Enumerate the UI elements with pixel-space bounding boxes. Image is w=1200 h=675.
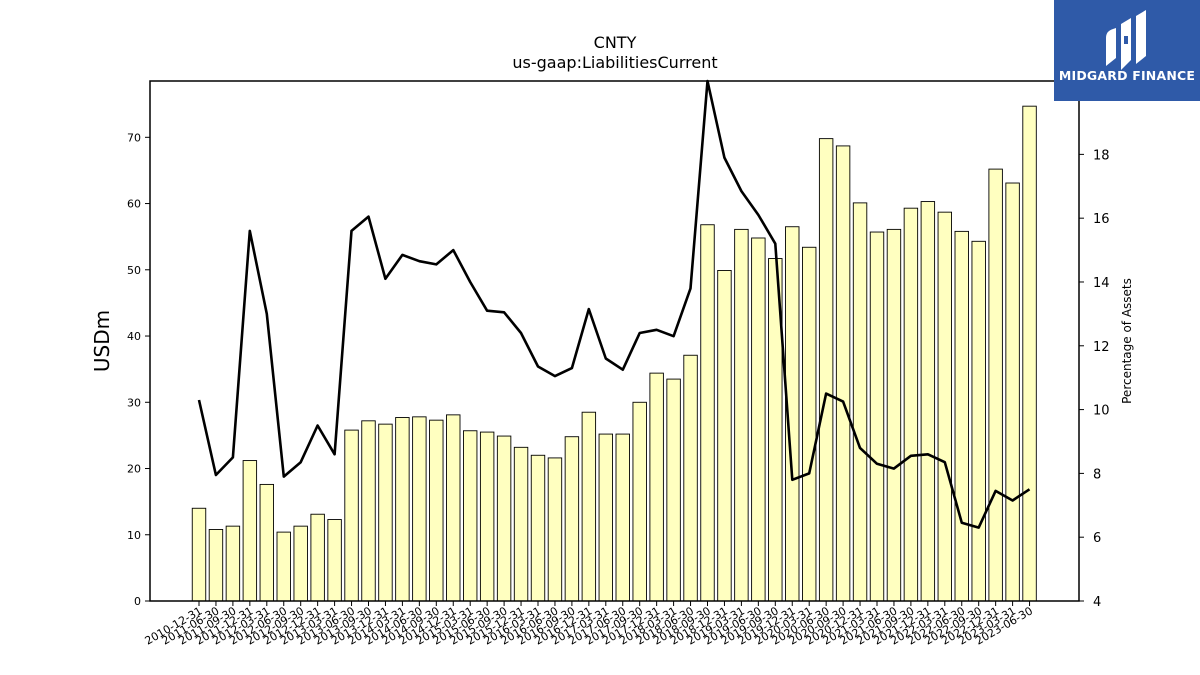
bar [971, 240, 986, 602]
bar [310, 513, 325, 602]
bar [581, 411, 597, 602]
axes: 01020304050607046810121416182010-12-3120… [127, 131, 1110, 647]
y-tick-label: 10 [127, 529, 141, 542]
bar [496, 435, 512, 602]
logo-mark-icon [1106, 10, 1146, 70]
bar [615, 433, 630, 602]
y2-axis-label: Percentage of Assets [1120, 278, 1134, 404]
bar [378, 423, 393, 602]
bar [547, 457, 563, 602]
bar [446, 414, 461, 602]
y-tick-label: 40 [127, 330, 141, 343]
bar [208, 529, 224, 602]
bar [1022, 105, 1037, 602]
y-tick-label: 50 [127, 264, 141, 277]
bar [920, 201, 936, 602]
bar [463, 430, 478, 602]
bar [1005, 182, 1020, 602]
bar [818, 138, 834, 602]
bar [395, 417, 410, 602]
bar [751, 237, 766, 602]
bar [293, 525, 308, 602]
y2-tick-label: 14 [1093, 276, 1110, 291]
bar [802, 246, 817, 602]
bar [886, 228, 902, 602]
bar [225, 525, 241, 602]
bar [683, 354, 698, 602]
bar [700, 224, 715, 602]
y2-tick-label: 4 [1093, 595, 1101, 610]
y2-tick-label: 8 [1093, 467, 1101, 482]
bar [649, 372, 664, 602]
y-tick-label: 70 [127, 131, 141, 144]
bar [598, 433, 613, 602]
bar [564, 436, 580, 602]
y-tick-label: 60 [127, 198, 141, 211]
bar [242, 460, 258, 602]
y2-tick-label: 12 [1093, 340, 1110, 355]
plot-frame [149, 80, 1080, 602]
bar [954, 230, 969, 602]
chart-subtitle: us-gaap:LiabilitiesCurrent [512, 53, 717, 72]
brand-logo: MIDGARD FINANCE [1054, 0, 1200, 101]
y2-tick-label: 6 [1093, 531, 1101, 546]
bar [530, 454, 546, 602]
bar [191, 507, 207, 602]
bar [835, 145, 851, 602]
y-axis-label: USDm [90, 310, 114, 372]
bar [259, 483, 274, 602]
bar [869, 231, 885, 602]
bar [666, 378, 681, 602]
bar [937, 211, 952, 602]
bar [344, 429, 359, 602]
y-tick-label: 20 [127, 463, 141, 476]
y-tick-label: 0 [134, 595, 141, 608]
y2-tick-label: 16 [1093, 212, 1110, 227]
bar [513, 446, 529, 602]
brand-name: MIDGARD FINANCE [1058, 68, 1196, 83]
bar [276, 531, 291, 602]
series-line [197, 79, 1031, 529]
bar [852, 202, 868, 602]
y2-tick-label: 10 [1093, 404, 1110, 419]
bar [327, 519, 342, 602]
bar [412, 416, 427, 602]
bar [361, 420, 376, 602]
y-tick-label: 30 [127, 396, 141, 409]
y2-tick-label: 18 [1093, 148, 1110, 163]
bar [479, 431, 495, 602]
bar [903, 207, 919, 602]
bar [632, 401, 647, 602]
bar [734, 228, 749, 602]
bar [429, 419, 444, 602]
bar [717, 270, 732, 602]
bar [988, 168, 1003, 602]
plot-area [191, 79, 1037, 602]
chart-title: CNTY [594, 33, 637, 52]
